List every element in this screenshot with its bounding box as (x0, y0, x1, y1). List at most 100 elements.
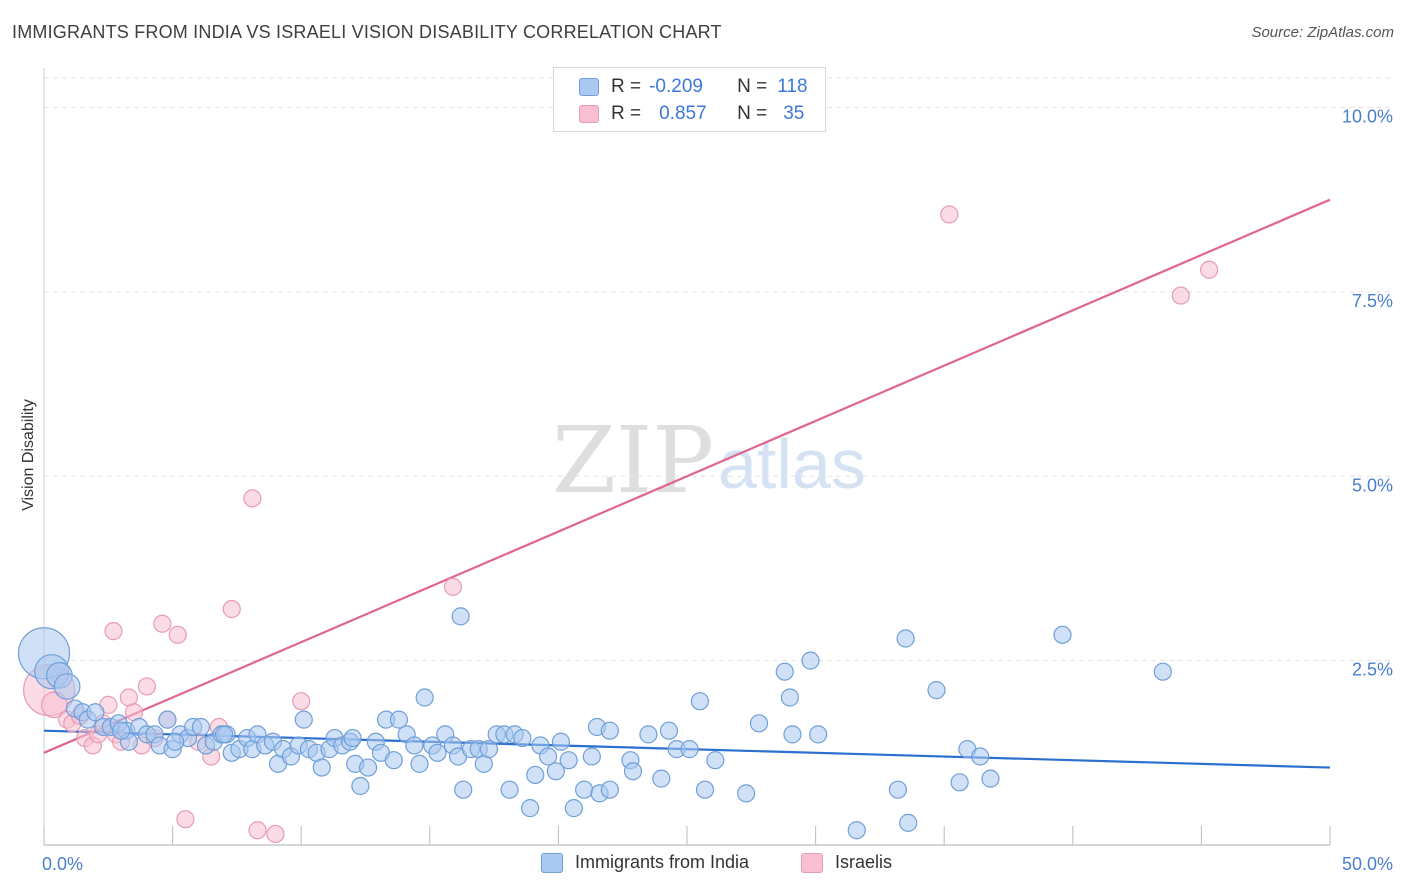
india-point (343, 728, 362, 748)
india-point (1053, 625, 1072, 644)
india-point (526, 765, 545, 785)
india-point (451, 607, 470, 626)
india-swatch (579, 78, 599, 96)
india-point (551, 732, 571, 751)
legend-item-india[interactable]: Immigrants from India (541, 852, 749, 873)
india-point (358, 758, 378, 777)
india-point (158, 710, 177, 729)
india-point (500, 780, 519, 799)
india-point (680, 740, 699, 759)
india-point (384, 751, 403, 770)
india-point (775, 662, 794, 681)
india-point (749, 714, 769, 733)
israel-point (248, 821, 267, 840)
r-label: R = (611, 76, 642, 97)
india-point (690, 692, 709, 711)
r-value: 0.857 (659, 103, 707, 124)
chart-title: IMMIGRANTS FROM INDIA VS ISRAELI VISION … (12, 22, 722, 42)
india-point (564, 799, 583, 818)
india-point (405, 736, 424, 755)
israelis-swatch (579, 105, 599, 123)
r-value: -0.209 (649, 76, 703, 97)
india-point (521, 799, 540, 818)
israel-point (176, 810, 195, 829)
y-tick-label: 2.5% (1352, 660, 1393, 680)
india-point (546, 762, 565, 781)
israel-point (1171, 286, 1190, 305)
india-point (623, 762, 643, 781)
source-credit: Source: ZipAtlas.com (1251, 24, 1394, 41)
r-label: R = (611, 103, 642, 124)
india-point (559, 751, 578, 770)
india-point (166, 732, 185, 751)
gridlines (44, 77, 1392, 662)
india-point (53, 673, 81, 700)
india-point (971, 747, 990, 766)
israelis-swatch (801, 852, 823, 873)
india-point (112, 721, 131, 740)
india-point (479, 740, 499, 759)
israel-point (940, 205, 959, 224)
israel-point (153, 614, 172, 633)
india-point (950, 773, 969, 792)
india-point (415, 688, 434, 707)
n-value: 118 (777, 76, 808, 97)
legend-row-india: R = -0.209 N = 118 (554, 74, 808, 100)
israel-point (266, 824, 285, 844)
india-swatch (541, 852, 563, 873)
india-point (539, 747, 558, 766)
india-point (294, 710, 313, 729)
india-point (600, 780, 619, 799)
india-point (847, 821, 866, 840)
israel-point (1200, 260, 1219, 279)
india-point (428, 743, 447, 762)
x-tick-label-min: 0.0% (42, 854, 83, 874)
india-point (888, 780, 908, 799)
india-point (801, 651, 820, 670)
y-tick-label: 10.0% (1342, 107, 1393, 127)
israel-trend-line (43, 198, 1331, 754)
n-value: 35 (783, 103, 805, 124)
israel-point (292, 692, 311, 711)
legend-row-israelis: R = 0.857 N = 35 (554, 101, 804, 127)
israel-point (443, 577, 463, 596)
y-tick-label: 5.0% (1352, 475, 1393, 495)
india-point (600, 721, 619, 740)
israel-point (104, 622, 123, 641)
india-point (896, 629, 915, 648)
x-tick-label-max: 50.0% (1342, 854, 1393, 874)
india-point (652, 769, 671, 788)
india-point (513, 728, 532, 748)
n-label: N = (737, 76, 768, 97)
watermark-zip: ZIP (552, 407, 714, 514)
india-point (312, 758, 331, 777)
israelis-label: Israelis (835, 852, 893, 872)
india-point (737, 784, 756, 803)
india-point (659, 721, 679, 740)
india-point (454, 780, 473, 799)
india-point (582, 747, 601, 766)
india-point (191, 717, 210, 737)
israel-point (222, 599, 241, 619)
y-tick-label: 7.5% (1352, 291, 1393, 311)
india-point (783, 725, 802, 744)
data-points (17, 205, 1219, 844)
india-point (351, 776, 370, 796)
india-point (780, 688, 799, 707)
india-point (214, 725, 234, 744)
india-point (809, 725, 828, 744)
tick-labels: 2.5% 5.0% 7.5% 10.0% 0.0% 50.0% (42, 107, 1393, 875)
india-point (639, 725, 658, 744)
correlation-legend: R = -0.209 N = 118 R = 0.857 N = 35 (553, 67, 826, 132)
india-point (86, 703, 105, 722)
india-point (706, 751, 725, 770)
india-point (1153, 662, 1172, 681)
india-point (575, 780, 594, 799)
israel-point (168, 625, 187, 644)
india-point (927, 681, 946, 700)
india-point (981, 769, 1000, 788)
legend-item-israelis[interactable]: Israelis (801, 852, 892, 873)
india-point (410, 754, 429, 773)
watermark-atlas: atlas (718, 425, 866, 503)
